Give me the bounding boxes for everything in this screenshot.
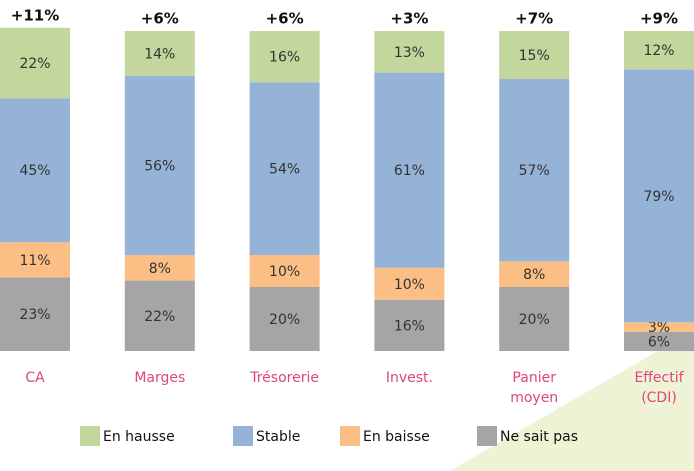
bar-segment <box>374 299 445 351</box>
net-label: +6% <box>141 10 179 28</box>
data-label: 45% <box>19 163 50 179</box>
data-label: 13% <box>394 45 425 61</box>
legend-swatch <box>477 426 497 446</box>
bar-segment <box>499 287 570 351</box>
legend-label: Ne sait pas <box>500 429 578 445</box>
data-label: 56% <box>144 158 175 174</box>
bar-segment <box>0 277 70 351</box>
bar-segment <box>0 98 70 243</box>
x-tick-label: Effectif (CDI) <box>634 370 684 406</box>
x-tick-label: Marges <box>134 370 185 386</box>
legend-swatch <box>340 426 360 446</box>
legend-label: Stable <box>256 429 300 445</box>
x-tick-label: Trésorerie <box>249 370 319 386</box>
data-label: 20% <box>269 312 300 328</box>
data-label: 15% <box>519 48 550 64</box>
x-tick-label: Invest. <box>386 370 433 386</box>
data-label: 16% <box>394 318 425 334</box>
data-label: 10% <box>269 264 300 280</box>
bar-segment <box>499 261 570 287</box>
data-label: 20% <box>519 312 550 328</box>
net-label: +9% <box>640 10 678 28</box>
bar-segment <box>374 72 445 268</box>
data-label: 14% <box>144 46 175 62</box>
net-label: +3% <box>390 10 428 28</box>
data-label: 79% <box>643 189 674 205</box>
bar-segment <box>624 31 694 70</box>
bar-segment <box>499 31 570 79</box>
bar-segment <box>0 242 70 278</box>
legend-swatch <box>80 426 100 446</box>
bar-segment <box>499 79 570 262</box>
net-label: +6% <box>266 10 304 28</box>
data-label: 54% <box>269 162 300 178</box>
bar-segment <box>374 267 445 300</box>
data-label: 8% <box>149 261 171 277</box>
data-label: 16% <box>269 50 300 66</box>
legend-label: En baisse <box>363 429 430 445</box>
data-label: 23% <box>19 307 50 323</box>
bar-segment <box>624 69 694 323</box>
decoration <box>450 330 694 471</box>
bar-segment <box>374 31 445 73</box>
data-label: 3% <box>648 320 670 336</box>
bar-segment <box>249 255 320 287</box>
legend-swatch <box>233 426 253 446</box>
net-label: +11% <box>11 6 59 24</box>
data-label: 61% <box>394 163 425 179</box>
data-label: 22% <box>19 56 50 72</box>
net-label: +7% <box>515 10 553 28</box>
data-label: 11% <box>19 253 50 269</box>
bar-segment <box>0 27 70 99</box>
data-label: 22% <box>144 309 175 325</box>
data-label: 12% <box>643 43 674 59</box>
data-label: 8% <box>523 267 545 283</box>
data-label: 57% <box>519 163 550 179</box>
bar-segment <box>124 31 195 76</box>
data-label: 10% <box>394 277 425 293</box>
x-tick-label: Panier moyen <box>510 370 558 406</box>
bar-segment <box>124 75 195 255</box>
bar-segment <box>624 322 694 332</box>
bar-segment <box>249 287 320 351</box>
bar-segment <box>624 331 694 351</box>
bar-segment <box>249 31 320 83</box>
x-tick-label: CA <box>25 370 45 386</box>
bar-segment <box>124 255 195 281</box>
legend-label: En hausse <box>103 429 175 445</box>
bar-segment <box>249 82 320 255</box>
data-label: 6% <box>648 334 670 350</box>
bar-segment <box>124 280 195 351</box>
